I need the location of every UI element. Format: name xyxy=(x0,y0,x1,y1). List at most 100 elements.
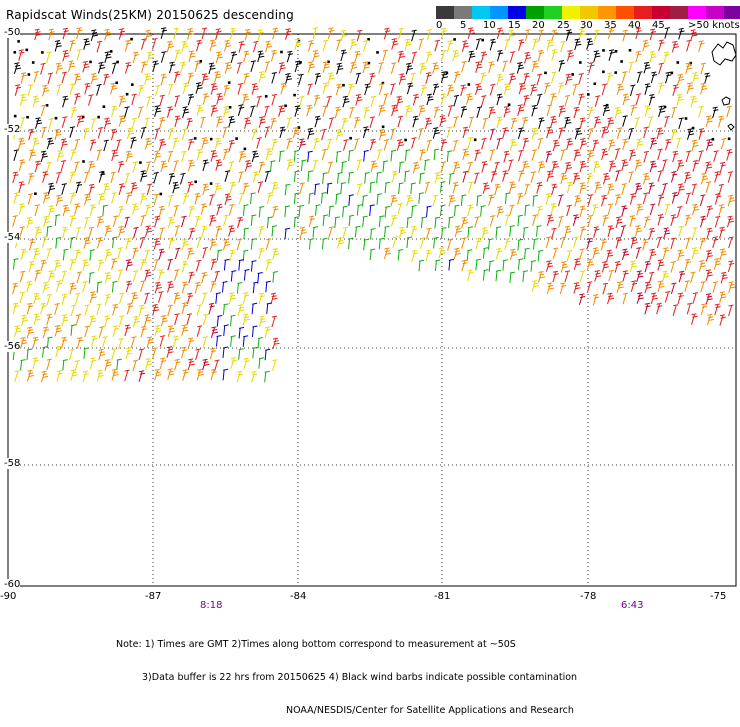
colorbar-label: 40 xyxy=(628,20,641,31)
wind-barb xyxy=(14,115,17,118)
latitude-label: -54 xyxy=(4,232,20,243)
wind-barb xyxy=(26,49,29,52)
wind-barb xyxy=(284,105,287,108)
time-label-right: 6:43 xyxy=(621,600,643,611)
latitude-label: -50 xyxy=(4,27,20,38)
wind-barb xyxy=(544,72,547,75)
wind-barb xyxy=(14,51,17,54)
longitude-label: -78 xyxy=(580,591,596,602)
wind-barb xyxy=(17,40,20,43)
colorbar-swatch xyxy=(562,6,580,19)
wind-barb xyxy=(579,61,582,64)
wind-barb xyxy=(677,61,680,64)
map-title: Rapidscat Winds(25KM) 20150625 descendin… xyxy=(6,8,294,22)
wind-barb xyxy=(228,81,231,84)
wind-barb xyxy=(126,93,129,96)
wind-barb xyxy=(97,116,100,119)
wind-barb xyxy=(82,160,85,163)
colorbar-swatch xyxy=(598,6,616,19)
wind-barb xyxy=(614,71,617,74)
note-line-1: Note: 1) Times are GMT 2)Times along bot… xyxy=(116,639,577,650)
longitude-label: -84 xyxy=(290,591,306,602)
wind-barb xyxy=(620,60,623,63)
wind-barb xyxy=(265,95,268,98)
colorbar-label: 30 xyxy=(580,20,593,31)
wind-barb xyxy=(342,84,345,87)
wind-barb xyxy=(110,50,113,53)
wind-barb xyxy=(571,73,574,76)
wind-barb xyxy=(382,126,385,129)
wind-barb xyxy=(194,137,197,140)
wind-barb xyxy=(468,83,471,86)
wind-barb xyxy=(671,72,674,75)
colorbar-label: 25 xyxy=(557,20,570,31)
wind-barb xyxy=(28,73,31,76)
colorbar-swatch xyxy=(490,6,508,19)
wind-barb xyxy=(139,161,142,164)
colorbar-swatch xyxy=(670,6,688,19)
wind-barb xyxy=(210,182,213,185)
wind-barb xyxy=(602,71,605,74)
wind-barb xyxy=(130,38,133,41)
wind-barb xyxy=(587,93,590,96)
colorbar-label: >50 knots xyxy=(688,20,740,31)
wind-barb xyxy=(235,137,238,140)
colorbar-swatch xyxy=(688,6,706,19)
wind-barb xyxy=(664,106,667,109)
colorbar-label: 5 xyxy=(460,20,466,31)
wind-barb xyxy=(376,51,379,54)
wind-barb xyxy=(474,139,477,142)
colorbar-swatch xyxy=(508,6,526,19)
wind-barb xyxy=(629,49,632,52)
wind-barb xyxy=(712,138,715,141)
colorbar-label: 10 xyxy=(483,20,496,31)
longitude-label: -87 xyxy=(145,591,161,602)
latitude-label: -52 xyxy=(4,124,20,135)
longitude-label: -81 xyxy=(434,591,450,602)
colorbar-label: 20 xyxy=(532,20,545,31)
colorbar-swatch xyxy=(580,6,598,19)
wind-barb xyxy=(103,105,106,108)
latitude-label: -56 xyxy=(4,341,20,352)
wind-barb xyxy=(41,51,44,54)
wind-barb xyxy=(728,138,731,141)
wind-barb xyxy=(89,61,92,64)
wind-barb xyxy=(160,193,163,196)
wind-barb-map xyxy=(0,0,740,650)
colorbar-swatch xyxy=(616,6,634,19)
wind-barb xyxy=(615,50,618,53)
wind-barb xyxy=(194,181,197,184)
colorbar-swatch xyxy=(652,6,670,19)
latitude-label: -58 xyxy=(4,458,20,469)
wind-barb xyxy=(293,94,296,97)
wind-barb xyxy=(210,138,213,141)
colorbar-swatch xyxy=(526,6,544,19)
colorbar-swatch xyxy=(724,6,740,19)
wind-barb xyxy=(131,83,134,86)
wind-barb xyxy=(453,38,456,41)
longitude-label: -90 xyxy=(0,591,16,602)
colorbar-swatch xyxy=(472,6,490,19)
colorbar-label: 35 xyxy=(604,20,617,31)
wind-barb xyxy=(602,49,605,52)
wind-barb xyxy=(244,148,247,151)
colorbar-label: 45 xyxy=(652,20,665,31)
wind-barb xyxy=(481,39,484,42)
wind-barb xyxy=(404,139,407,142)
wind-speed-colorbar xyxy=(436,6,740,19)
colorbar-swatch xyxy=(436,6,454,19)
colorbar-label: 0 xyxy=(436,20,442,31)
wind-barb xyxy=(115,82,118,85)
longitude-label: -75 xyxy=(710,591,726,602)
wind-barb xyxy=(32,61,35,64)
wind-barb xyxy=(34,192,37,195)
note-line-2: 3)Data buffer is 22 hrs from 20150625 4)… xyxy=(116,672,577,683)
wind-barb xyxy=(508,103,511,106)
wind-barb xyxy=(685,117,688,120)
latitude-label: -60 xyxy=(4,579,20,590)
colorbar-swatch xyxy=(706,6,724,19)
wind-barb xyxy=(594,83,597,86)
wind-barb xyxy=(349,137,352,140)
wind-barb xyxy=(229,106,232,109)
